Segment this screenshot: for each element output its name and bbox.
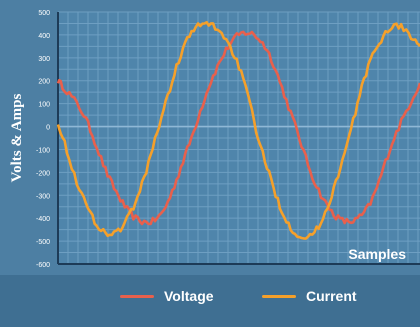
- y-tick-label: 300: [38, 56, 50, 63]
- data-point-voltage: [186, 149, 188, 151]
- y-tick-label: 400: [38, 33, 50, 40]
- grid: [58, 11, 420, 265]
- data-point-voltage: [393, 137, 395, 139]
- legend-label-voltage: Voltage: [164, 288, 214, 304]
- data-point-voltage: [160, 213, 162, 215]
- data-point-voltage: [290, 112, 292, 114]
- data-point-current: [264, 160, 266, 162]
- data-point-current: [316, 229, 318, 231]
- data-point-current: [238, 66, 240, 68]
- series-group: [56, 21, 420, 240]
- y-axis-label: Volts & Amps: [9, 94, 25, 183]
- data-point-current: [393, 25, 395, 27]
- data-point-voltage: [109, 178, 111, 180]
- data-point-voltage: [341, 220, 343, 222]
- data-point-current: [212, 25, 214, 27]
- y-tick-label: -500: [36, 239, 50, 246]
- data-point-current: [341, 160, 343, 162]
- data-point-current: [367, 66, 369, 68]
- data-point-current: [186, 39, 188, 41]
- y-tick-label: -400: [36, 216, 50, 223]
- legend-item-voltage: Voltage: [120, 283, 214, 309]
- y-tick-label: -100: [36, 147, 50, 154]
- legend: Voltage Current: [0, 275, 420, 327]
- data-point-current: [83, 199, 85, 201]
- data-point-voltage: [238, 34, 240, 36]
- data-point-current: [57, 121, 59, 123]
- legend-item-current: Current: [262, 283, 357, 309]
- chart: 500 400 300 200 100 0 -100 -200 -300 -400 -500 -600…: [9, 10, 420, 269]
- y-tick-labels: 500 400 300 200 100 0 -100 -200 -300 -400 -500 -600: [36, 10, 50, 269]
- y-tick-label: 100: [38, 102, 50, 109]
- data-point-voltage: [135, 217, 137, 219]
- data-point-voltage: [316, 185, 318, 187]
- data-point-current: [135, 201, 137, 203]
- data-point-voltage: [264, 45, 266, 47]
- data-point-current: [109, 233, 111, 235]
- y-tick-label: -600: [36, 262, 50, 269]
- y-tick-label: 500: [38, 10, 50, 17]
- series-line-current: [56, 21, 420, 240]
- data-point-voltage: [57, 80, 59, 82]
- y-tick-label: -300: [36, 193, 50, 200]
- legend-swatch-current: [262, 294, 296, 298]
- y-tick-label: -200: [36, 170, 50, 177]
- legend-swatch-voltage: [120, 294, 154, 298]
- data-point-current: [290, 226, 292, 228]
- data-point-voltage: [367, 206, 369, 208]
- data-point-voltage: [212, 75, 214, 77]
- x-axis-label: Samples: [348, 246, 406, 262]
- legend-label-current: Current: [306, 288, 357, 304]
- series-line-voltage: [56, 30, 420, 226]
- data-point-current: [160, 116, 162, 118]
- y-tick-label: 200: [38, 79, 50, 86]
- data-point-voltage: [83, 114, 85, 116]
- y-tick-label: 0: [46, 125, 50, 132]
